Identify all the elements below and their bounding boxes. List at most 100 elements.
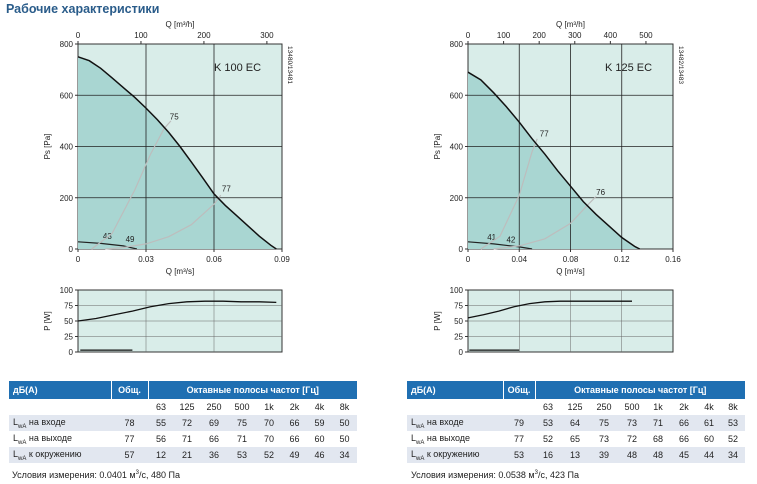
cell: 72 [174, 415, 200, 431]
cell: 73 [619, 415, 645, 431]
model-code: 13480/13481 [286, 46, 293, 84]
y-tick-label: 200 [450, 194, 464, 203]
row-total: 53 [503, 447, 535, 463]
row-label: LwA на входе [9, 415, 111, 431]
row-total: 77 [503, 431, 535, 447]
table-row: LwA к окружению 53 16 13 39 48 48 45 44 … [407, 447, 745, 463]
cell: 52 [721, 431, 745, 447]
system-curve-77 [493, 196, 597, 250]
fan-curve [77, 56, 277, 250]
fan-curve-area [468, 72, 640, 249]
power-curve [77, 300, 277, 322]
power-y-tick-label: 75 [64, 302, 73, 311]
power-y-axis-label: P [W] [433, 311, 442, 330]
cell: 60 [697, 431, 721, 447]
y-tick-label: 400 [450, 143, 464, 152]
x-tick-label: 0.12 [614, 255, 630, 264]
y-tick-label: 0 [69, 245, 74, 254]
col-dba: дБ(A) [407, 381, 503, 399]
band-4k: 4k [697, 399, 721, 415]
cell: 68 [645, 431, 671, 447]
cell: 16 [535, 447, 561, 463]
band-500: 500 [228, 399, 256, 415]
x2-tick-label: 100 [134, 31, 148, 40]
col-bands: Октавные полосы частот [Гц] [147, 381, 357, 399]
system-curve-42 [480, 138, 538, 250]
band-2k: 2k [671, 399, 697, 415]
x-axis-label: Q [m³/s] [556, 267, 584, 276]
system-curve-label: 76 [596, 188, 605, 197]
model-label: K 125 EC [605, 62, 652, 74]
cell: 48 [619, 447, 645, 463]
system-curve-49 [91, 120, 172, 250]
cell: 52 [535, 431, 561, 447]
power-y-tick-label: 50 [454, 317, 463, 326]
x-tick-label: 0 [76, 255, 81, 264]
cell: 66 [282, 431, 307, 447]
row-label: LwA на выходе [9, 431, 111, 447]
cell: 64 [561, 415, 589, 431]
row-label: LwA к окружению [407, 447, 503, 463]
band-500: 500 [619, 399, 645, 415]
y-tick-label: 600 [60, 91, 74, 100]
system-curve-label: 77 [540, 129, 549, 138]
x2-tick-label: 100 [497, 31, 511, 40]
cell: 49 [282, 447, 307, 463]
noise-table-k100: дБ(A) Общ. Октавные полосы частот [Гц] 6… [9, 381, 357, 463]
cell: 13 [561, 447, 589, 463]
x-tick-label: 0 [466, 255, 471, 264]
power-y-tick-label: 0 [459, 348, 464, 357]
x-tick-label: 0.04 [511, 255, 527, 264]
y-tick-label: 0 [459, 245, 464, 254]
row-label: LwA на выходе [407, 431, 503, 447]
band-1k: 1k [256, 399, 282, 415]
col-bands: Октавные полосы частот [Гц] [534, 381, 745, 399]
cell: 66 [200, 431, 228, 447]
x-tick-label: 0.03 [138, 255, 154, 264]
band-250: 250 [589, 399, 619, 415]
cell: 34 [332, 447, 357, 463]
x2-tick-label: 500 [639, 31, 653, 40]
col-dba: дБ(A) [9, 381, 111, 399]
cell: 70 [256, 415, 282, 431]
cell: 72 [619, 431, 645, 447]
x2-tick-label: 200 [197, 31, 211, 40]
measure-conditions-k100: Условия измерения: 0.0401 м3/с, 480 Па [12, 470, 180, 480]
cell: 53 [721, 415, 745, 431]
power-y-tick-label: 0 [69, 348, 74, 357]
band-1k: 1k [645, 399, 671, 415]
cell: 70 [256, 431, 282, 447]
cell: 61 [697, 415, 721, 431]
measure-conditions-k125: Условия измерения: 0.0538 м3/с, 423 Па [411, 470, 579, 480]
band-125: 125 [561, 399, 589, 415]
system-curve-75 [105, 194, 222, 250]
cell: 50 [332, 431, 357, 447]
power-y-tick-label: 25 [64, 333, 73, 342]
x-axis-label: Q [m³/s] [166, 267, 194, 276]
row-total: 77 [111, 431, 148, 447]
row-total: 57 [111, 447, 148, 463]
power-y-tick-label: 75 [454, 302, 463, 311]
system-curve-label: 41 [487, 233, 496, 242]
cell: 53 [228, 447, 256, 463]
y-tick-label: 600 [450, 91, 464, 100]
cell: 66 [671, 431, 697, 447]
band-8k: 8k [721, 399, 745, 415]
cell: 50 [332, 415, 357, 431]
system-curve-label: 77 [222, 184, 231, 193]
cell: 65 [561, 431, 589, 447]
y-tick-label: 200 [60, 194, 74, 203]
system-curve-label: 49 [126, 235, 135, 244]
x2-tick-label: 400 [604, 31, 618, 40]
x2-tick-label: 300 [568, 31, 582, 40]
y-tick-label: 800 [60, 40, 74, 49]
cell: 48 [645, 447, 671, 463]
power-y-tick-label: 50 [64, 317, 73, 326]
power-y-tick-label: 100 [60, 286, 74, 295]
system-curve-label: 42 [506, 235, 515, 244]
y-tick-label: 400 [60, 143, 74, 152]
cell: 34 [721, 447, 745, 463]
x2-tick-label: 300 [260, 31, 274, 40]
cell: 52 [256, 447, 282, 463]
